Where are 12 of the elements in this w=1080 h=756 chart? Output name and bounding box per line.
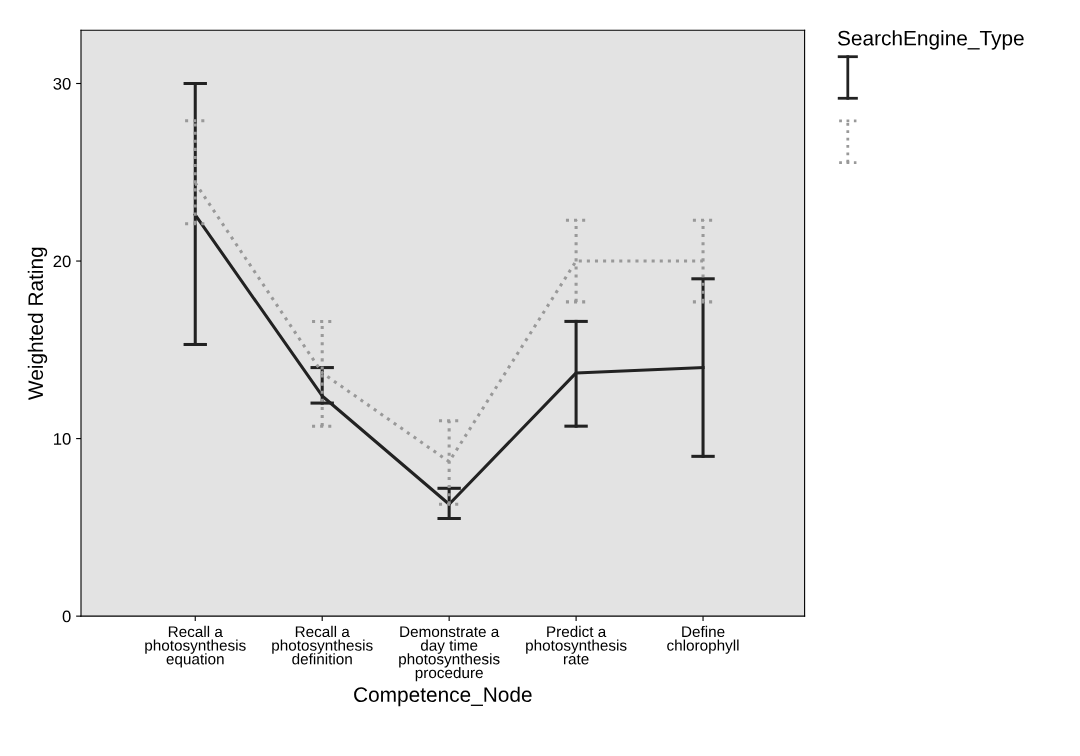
y-tick-label: 10 [54,433,71,445]
x-tick-label: Predict a photosynthesis rate [526,625,627,665]
y-tick-label: 30 [53,77,71,90]
x-axis-title: Competence_Node [354,686,532,707]
x-tick-label: Recall a photosynthesis definition [272,625,373,665]
x-tick-label: Define chlorophyll [667,625,739,654]
x-tick-label: Recall a photosynthesis equation [145,625,246,668]
y-tick-label: 20 [53,255,71,268]
text: SearchEngine_Type [837,30,1024,50]
x-tick-label: Demonstrate a day time photosynthesis procedure [399,626,500,682]
y-axis-title: Weighted Rating [27,247,48,400]
y-tick-label: 0 [62,610,71,623]
